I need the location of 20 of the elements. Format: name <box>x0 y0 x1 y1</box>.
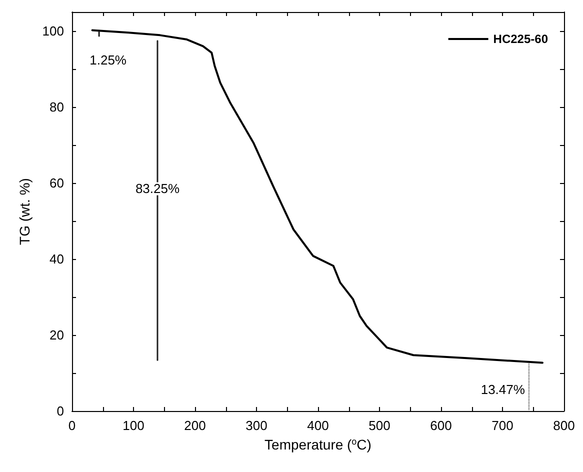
y-tick-label: 20 <box>50 328 64 342</box>
x-tick-label: 300 <box>246 418 268 433</box>
x-tick-label: 400 <box>307 418 329 433</box>
x-tick-label: 800 <box>553 418 575 433</box>
annotation: 1.25% <box>90 52 127 68</box>
y-tick-label: 80 <box>50 100 64 114</box>
y-tick-label: 0 <box>56 404 64 418</box>
legend-label: HC225-60 <box>493 32 548 46</box>
y-tick-label: 100 <box>42 24 64 38</box>
x-tick-label: 100 <box>122 418 144 433</box>
annotation: 83.25% <box>135 181 180 196</box>
x-tick-label: 700 <box>492 418 514 433</box>
annotation: 13.47% <box>480 382 526 397</box>
x-tick-label: 600 <box>430 418 452 433</box>
y-tick-label: 60 <box>50 176 64 190</box>
x-tick-label: 500 <box>368 418 390 433</box>
x-tick-label: 0 <box>68 418 76 433</box>
y-axis-title: TG (wt. %) <box>16 178 32 245</box>
x-tick-label: 200 <box>184 418 206 433</box>
y-tick-label: 40 <box>50 252 64 266</box>
